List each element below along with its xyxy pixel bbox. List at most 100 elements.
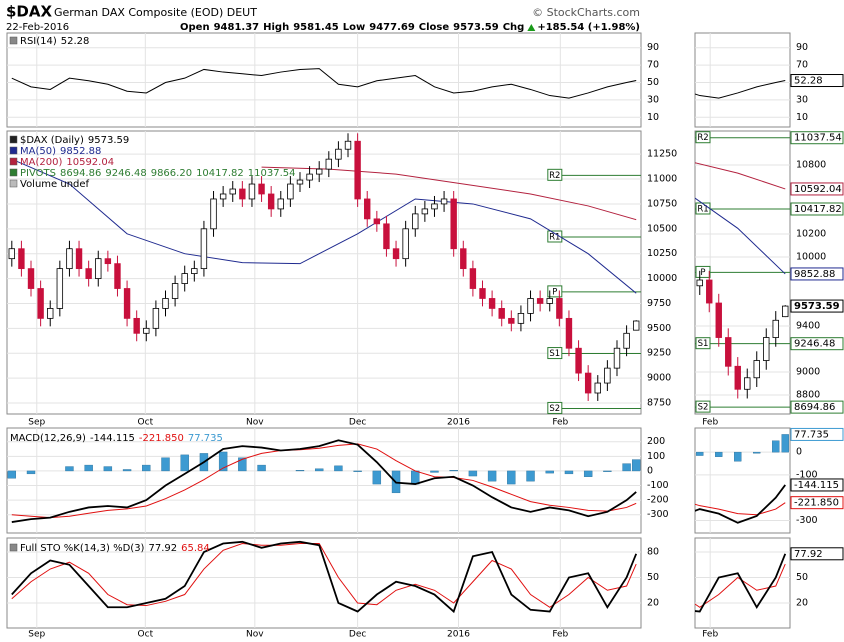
y-tick-label: 70 — [796, 60, 808, 71]
y-tick-label: 70 — [647, 60, 659, 71]
candle-body — [85, 268, 92, 279]
pivot-tag — [547, 168, 563, 181]
y-tick-label: -100 — [796, 469, 818, 480]
histogram-bar — [772, 440, 780, 453]
panel-frame — [694, 427, 791, 534]
legend-value: 10417.82 — [196, 168, 244, 179]
histogram-bar — [334, 465, 343, 472]
pivot-tag — [695, 400, 711, 413]
date: 22-Feb-2016 — [6, 22, 69, 33]
x-tick-label: Nov — [246, 630, 264, 640]
histogram-bar — [507, 470, 516, 485]
x-tick-label: Feb — [702, 630, 718, 640]
candle-body — [469, 268, 477, 289]
y-tick-label: 10200 — [796, 229, 826, 240]
histogram-bar — [161, 457, 170, 472]
legend-value: 9481.37 — [214, 22, 260, 33]
x-tick-label: Dec — [349, 630, 366, 640]
y-tick-label: 10000 — [647, 273, 677, 284]
candle-body — [498, 308, 505, 319]
candle-body — [584, 372, 592, 394]
candle-body — [556, 298, 563, 319]
panel-frame — [6, 537, 642, 629]
legend-name: RSI(14) — [20, 36, 57, 47]
panel-rsi — [695, 33, 790, 127]
y-tick-label: 0 — [796, 447, 802, 458]
candle-body — [354, 140, 361, 200]
candle-body — [373, 218, 381, 225]
value-box-label: 77.735 — [794, 429, 829, 440]
histogram-bar — [622, 463, 631, 472]
x-tick-label: Oct — [138, 630, 154, 640]
y-tick-label: 30 — [796, 94, 808, 105]
pivot-tag-label: S2 — [549, 404, 560, 414]
histogram-bar — [65, 466, 74, 472]
candle-body — [171, 283, 179, 299]
candle-body — [335, 148, 342, 160]
candle-body — [191, 268, 198, 274]
candle-body — [479, 288, 486, 299]
pivot-tag-label: S1 — [698, 339, 709, 349]
candle-body — [210, 198, 217, 230]
legend-name: Full STO %K(14,3) %D(3) — [20, 543, 145, 554]
candle-body — [412, 213, 419, 230]
histogram-bar — [449, 470, 458, 472]
pivot-tag-label: R2 — [549, 171, 560, 181]
value-box-label: 8694.86 — [794, 402, 835, 413]
histogram-bar — [734, 451, 742, 462]
candle-body — [632, 320, 640, 331]
y-tick-label: 20 — [647, 598, 659, 609]
candle-body — [181, 273, 188, 284]
y-tick-label: 10 — [647, 112, 659, 123]
legend-icon — [9, 543, 18, 552]
y-tick-label: 10 — [796, 112, 808, 123]
quote-label: High — [263, 22, 289, 33]
value-box — [790, 267, 844, 281]
histogram-bar — [468, 470, 478, 477]
candle-body — [8, 248, 16, 260]
histogram-bar — [353, 470, 362, 472]
histogram-bar — [26, 470, 36, 475]
y-tick-label: 10000 — [796, 252, 826, 263]
sto-d — [695, 563, 786, 608]
legend-value: 52.28 — [61, 36, 90, 47]
value-box — [790, 547, 844, 561]
macd-line — [11, 439, 637, 523]
panel-frame — [6, 427, 642, 534]
legend-value: 77.735 — [188, 433, 223, 444]
x-tick-label: Sep — [28, 418, 45, 428]
histogram-bar — [142, 464, 151, 472]
candle-body — [546, 298, 553, 304]
candle-body — [229, 188, 236, 195]
y-tick-label: -300 — [647, 509, 669, 520]
pivot-tag-label: R2 — [697, 133, 708, 143]
value-box — [790, 478, 844, 492]
y-tick-label: 90 — [647, 42, 659, 53]
candle-body — [421, 208, 429, 215]
candle-body — [623, 332, 630, 349]
candle-body — [706, 279, 713, 304]
pivot-tag-label: P — [552, 287, 557, 297]
candle-body — [392, 248, 400, 260]
candle-body — [75, 248, 83, 270]
y-tick-label: -100 — [647, 480, 669, 491]
moving-average — [11, 158, 637, 294]
value-box-label: 77.92 — [794, 549, 823, 560]
pivot-tag — [547, 230, 563, 243]
y-tick-label: 9750 — [647, 298, 671, 309]
candle-body — [772, 319, 779, 338]
candle-body — [575, 347, 582, 374]
candle-body — [488, 298, 496, 309]
candle-body — [744, 377, 751, 390]
candle-body — [248, 183, 256, 200]
panel-frame — [6, 130, 642, 415]
legend-value: 9573.59 — [88, 135, 129, 146]
legend-name: MA(200) — [20, 157, 62, 168]
candle-body — [27, 268, 35, 289]
chart-subtitle: German DAX Composite (EOD) DEUT — [54, 6, 257, 19]
x-tick-label: Nov — [246, 418, 264, 428]
candle-body — [565, 317, 573, 349]
candle-body — [440, 198, 448, 205]
value-box-label: 10592.04 — [794, 184, 842, 195]
